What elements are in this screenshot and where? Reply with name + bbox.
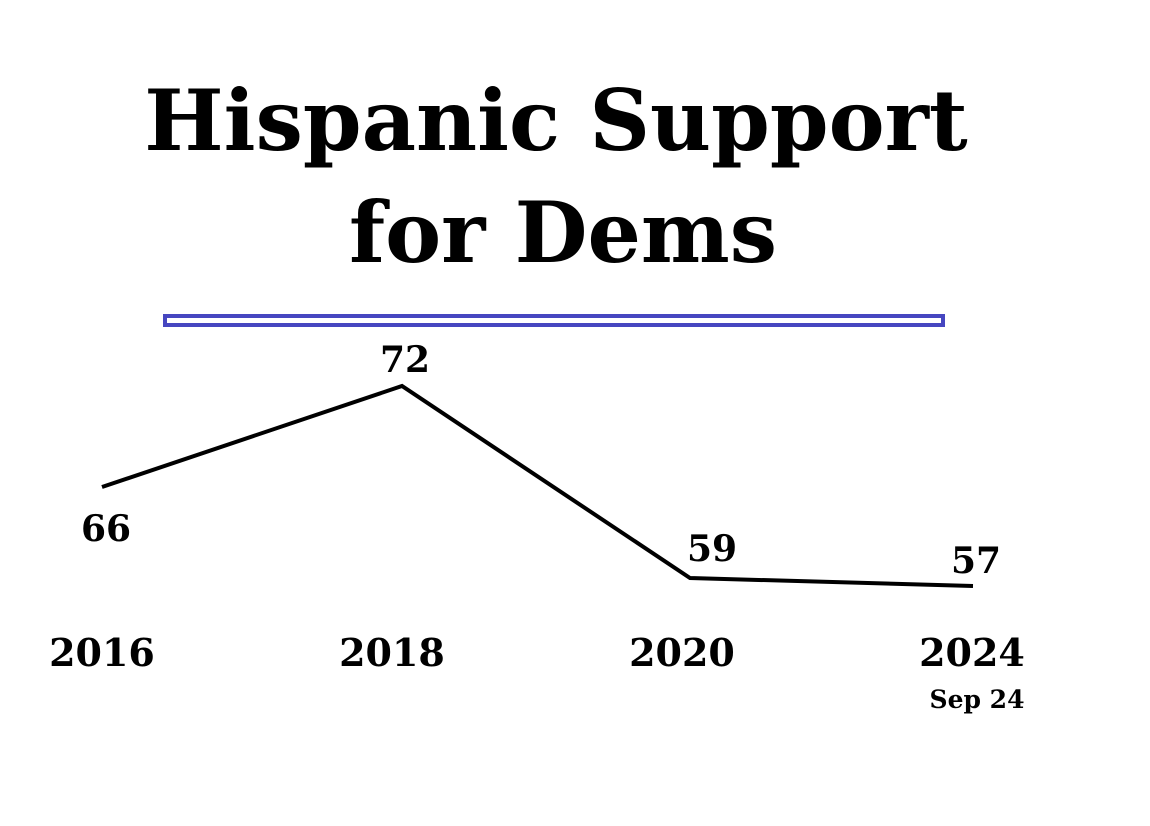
data-label-2020: 59 [687,528,737,570]
data-label-2024: 57 [951,540,1001,582]
title-divider [163,314,945,327]
series-line [101,383,974,588]
data-label-2016: 66 [81,508,131,550]
x-tick-sublabel-2024: Sep 24 [930,685,1025,714]
chart-marks: 66 72 59 57 2016 2018 2020 2024 Sep 24 [49,339,1025,714]
x-tick-label-2018: 2018 [339,630,445,675]
chart-title-line-1: Hispanic Support [144,71,968,170]
x-tick-label-2020: 2020 [629,630,735,675]
x-tick-label-2016: 2016 [49,630,155,675]
chart-title-line-2: for Dems [349,183,777,282]
x-tick-label-2024: 2024 [919,630,1025,675]
data-label-2018: 72 [380,339,430,381]
